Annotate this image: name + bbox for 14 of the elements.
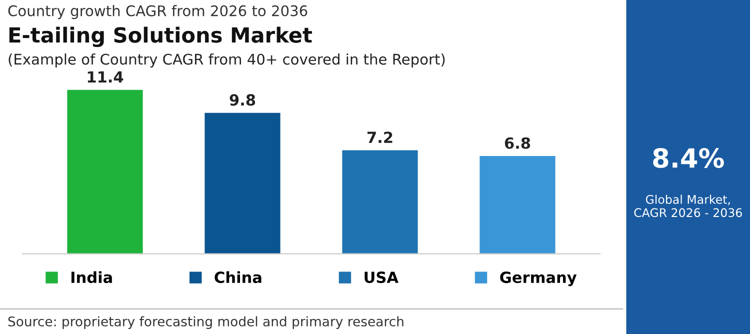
chart-subtitle: (Example of Country CAGR from 40+ covered in the Report): [8, 53, 445, 68]
legend-label: Germany: [500, 272, 577, 286]
legend-label: USA: [364, 272, 398, 284]
data-label: 6.8: [504, 137, 530, 149]
text: 8.4%: [653, 148, 724, 168]
chart-title: E-tailing Solutions Market: [9, 26, 312, 48]
data-label: 7.2: [367, 132, 392, 143]
source-note: Source: proprietary forecasting model and primary research: [8, 316, 404, 329]
legend-label: China: [214, 271, 262, 284]
text: Country growth CAGR from 2026 to 2036: [8, 5, 308, 20]
text: Global Market, CAGR 2026 - 2036: [634, 194, 742, 218]
data-label: 9.8: [230, 94, 256, 106]
data-label: 11.4: [88, 71, 124, 82]
legend-label: India: [71, 271, 112, 284]
